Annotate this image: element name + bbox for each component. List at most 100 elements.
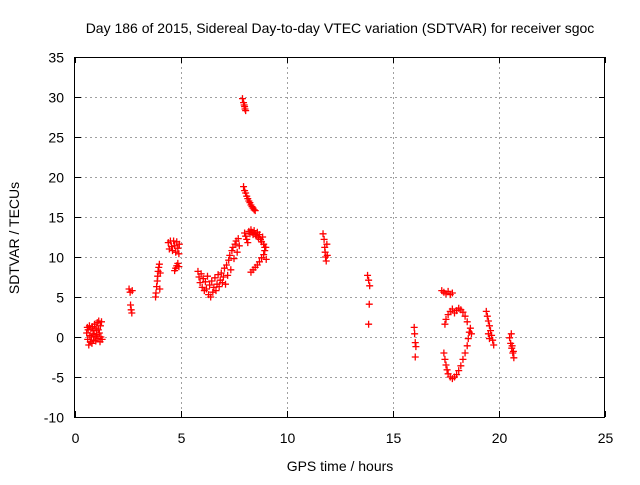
- y-tick-label: 30: [48, 90, 64, 106]
- data-point: [455, 367, 463, 375]
- data-point: [459, 355, 467, 363]
- data-point: [411, 353, 419, 361]
- data-point: [94, 326, 102, 334]
- data-point: [243, 235, 251, 243]
- data-point: [244, 239, 252, 247]
- data-point: [365, 320, 373, 328]
- y-tick-label: 25: [48, 130, 64, 146]
- data-point: [242, 189, 250, 197]
- data-point: [223, 261, 231, 269]
- data-point: [211, 274, 219, 282]
- data-point: [212, 287, 220, 295]
- data-point: [207, 293, 215, 301]
- data-point: [175, 250, 183, 258]
- data-point: [441, 355, 449, 363]
- x-tick-label: 20: [492, 430, 508, 446]
- data-point: [322, 257, 330, 265]
- data-point: [441, 320, 449, 328]
- data-point: [484, 317, 492, 325]
- data-point: [233, 248, 241, 256]
- x-tick-label: 10: [280, 430, 296, 446]
- data-point: [206, 281, 214, 289]
- x-axis-label: GPS time / hours: [287, 458, 394, 474]
- data-point: [366, 282, 374, 290]
- data-point: [251, 207, 259, 215]
- plot-frame: [74, 57, 605, 418]
- data-point: [125, 285, 133, 293]
- data-point: [235, 242, 243, 250]
- data-point: [170, 237, 178, 245]
- data-point: [411, 330, 419, 338]
- data-point: [152, 289, 160, 297]
- data-point: [485, 322, 493, 330]
- y-tick-label: 15: [48, 210, 64, 226]
- data-point: [364, 271, 372, 279]
- data-point: [482, 307, 490, 315]
- data-point: [461, 349, 469, 357]
- data-point: [466, 324, 474, 332]
- data-point: [457, 362, 465, 370]
- data-point: [197, 270, 205, 278]
- x-tick-label: 5: [178, 430, 186, 446]
- grid-lines: [75, 57, 605, 417]
- data-points: [83, 95, 518, 383]
- data-point: [365, 300, 373, 308]
- data-point: [231, 240, 239, 248]
- data-point: [156, 269, 164, 277]
- data-point: [484, 330, 492, 338]
- data-point: [219, 273, 227, 281]
- data-point: [507, 330, 515, 338]
- data-point: [463, 318, 471, 326]
- data-point: [509, 347, 517, 355]
- data-point: [234, 235, 242, 243]
- data-point: [93, 319, 101, 327]
- data-point: [226, 251, 234, 259]
- data-point: [156, 285, 164, 293]
- data-point: [442, 361, 450, 369]
- data-point: [262, 255, 270, 263]
- data-point: [209, 288, 217, 296]
- data-point: [508, 342, 516, 350]
- data-point: [222, 280, 230, 288]
- data-point: [506, 334, 514, 342]
- data-point: [261, 247, 269, 255]
- data-point: [483, 312, 491, 320]
- data-point: [241, 105, 249, 113]
- data-point: [228, 247, 236, 255]
- y-tick-label: 35: [48, 50, 64, 66]
- data-point: [250, 227, 258, 235]
- y-tick-label: 0: [56, 330, 64, 346]
- data-point: [250, 206, 258, 214]
- data-point: [440, 349, 448, 357]
- data-point: [98, 318, 105, 326]
- data-point: [241, 229, 249, 237]
- data-point: [169, 247, 177, 255]
- data-point: [260, 251, 268, 259]
- chart-title: Day 186 of 2015, Sidereal Day-to-day VTE…: [86, 20, 595, 36]
- data-point: [196, 279, 204, 287]
- data-point: [242, 232, 250, 240]
- y-tick-label: 20: [48, 170, 64, 186]
- data-point: [167, 243, 175, 251]
- data-point: [323, 240, 331, 248]
- y-tick-label: -5: [52, 370, 65, 386]
- data-point: [485, 335, 493, 343]
- x-tick-label: 25: [598, 430, 614, 446]
- y-axis-label: SDTVAR / TECUs: [6, 182, 22, 294]
- y-tick-label: -10: [44, 410, 64, 426]
- data-point: [155, 260, 163, 268]
- y-tick-labels: -10 -5 0 5 10 15 20 25 30 35: [44, 50, 64, 426]
- data-point: [448, 289, 456, 297]
- data-point: [262, 243, 270, 251]
- x-tick-label: 0: [72, 430, 80, 446]
- data-point: [240, 183, 248, 191]
- data-point: [259, 233, 267, 241]
- data-point: [230, 255, 238, 263]
- data-point: [461, 312, 469, 320]
- y-tick-label: 10: [48, 250, 64, 266]
- data-point: [224, 271, 232, 279]
- x-tick-label: 15: [386, 430, 402, 446]
- data-point: [412, 343, 420, 351]
